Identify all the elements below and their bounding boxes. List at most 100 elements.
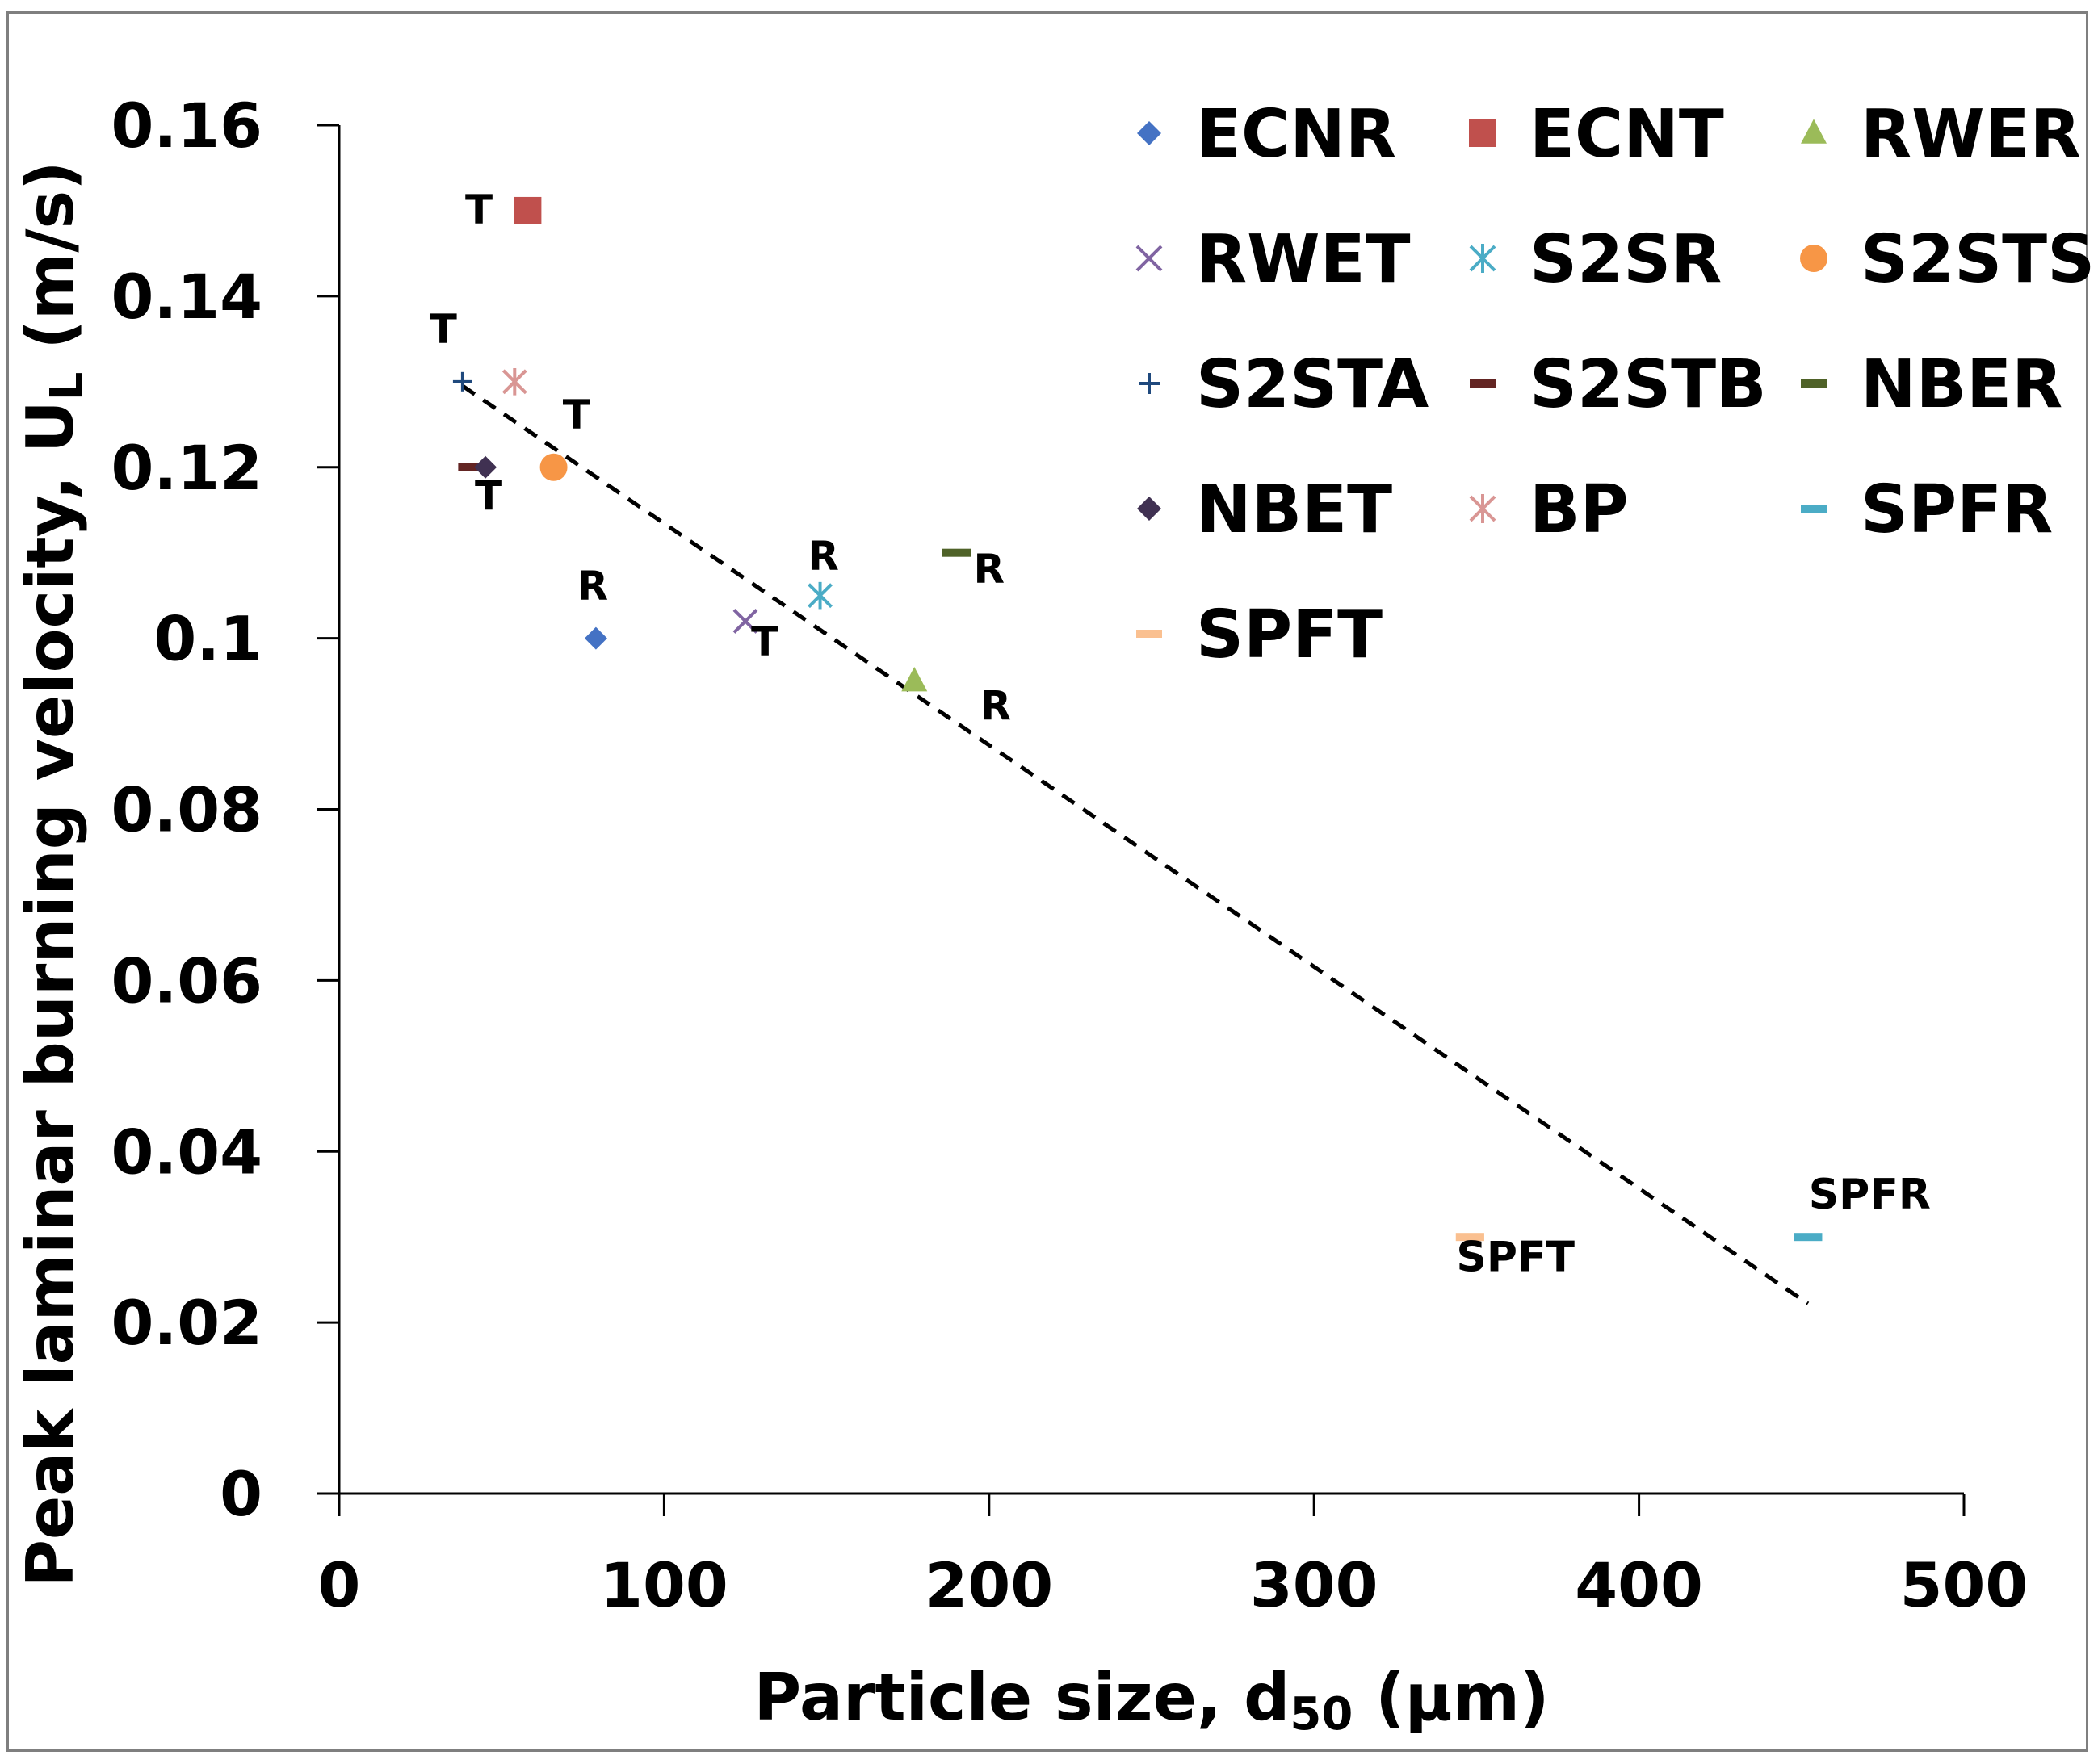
x-axis-title: Particle size, d50 (µm) (753, 1660, 1549, 1741)
legend-label-s2sr: S2SR (1529, 221, 1722, 298)
marker-s2sta (452, 371, 472, 392)
legend-marker-bp (1469, 494, 1496, 523)
x-tick-label: 0 (318, 1549, 361, 1621)
diamond-shape (474, 455, 497, 479)
marker-spft (1455, 1233, 1484, 1242)
tick-labels: 0 0.02 0.04 0.06 0.08 0.1 0.12 0.14 0.16 0 100 200 3… (111, 90, 2028, 1621)
legend-label-s2sts: S2STS (1861, 221, 2095, 298)
dash-shape (942, 548, 971, 557)
dash-shape (1801, 379, 1827, 388)
y-tick-label: 0.08 (111, 774, 262, 846)
marker-nber (942, 548, 971, 557)
legend-label-s2sta: S2STA (1196, 346, 1429, 423)
x-stroke (1135, 245, 1163, 272)
legend-label-rwer: RWER (1861, 96, 2081, 173)
point-label-t: T (465, 186, 493, 233)
circle-shape (1800, 245, 1827, 272)
marker-rwer (901, 666, 928, 692)
x-axis-title-main: Particle size, d (753, 1660, 1290, 1735)
legend-marker-nber (1801, 379, 1827, 388)
x-tick-label: 200 (925, 1549, 1053, 1621)
point-label-r: R (980, 682, 1012, 729)
legend-marker-ecnr (1137, 121, 1161, 145)
legend-marker-s2sr (1469, 244, 1496, 273)
y-tick-label: 0.1 (153, 603, 262, 675)
legend-marker-s2stb (1470, 379, 1496, 388)
marker-ecnr (584, 626, 607, 650)
point-label-t: T (430, 306, 457, 353)
legend-label-nber: NBER (1861, 346, 2062, 423)
point-label-t: T (475, 473, 502, 520)
legend: ECNR ECNT RWER RWET S2SR S2STS S2STA S2STB NBER N… (1135, 96, 2095, 673)
point-label-r: R (974, 546, 1005, 593)
triangle-shape (1801, 119, 1827, 144)
dash-shape (1794, 1233, 1823, 1242)
point-label-r: R (577, 563, 609, 610)
point-label-t: T (563, 392, 590, 438)
square-shape (1469, 119, 1496, 147)
legend-marker-nbet (1137, 497, 1161, 521)
legend-label-bp: BP (1529, 471, 1629, 548)
y-tick-label: 0.02 (111, 1287, 262, 1359)
x-stroke (732, 609, 758, 634)
y-tick-label: 0 (220, 1458, 262, 1530)
dash-shape (1470, 379, 1496, 388)
y-tick-label: 0.06 (111, 945, 262, 1016)
legend-label-rwet: RWET (1196, 221, 1411, 298)
y-axis-title-sub: L (41, 371, 94, 400)
dash-shape (1136, 630, 1162, 638)
y-axis-title-tail: (m/s) (13, 161, 88, 371)
x-tick-label: 300 (1250, 1549, 1378, 1621)
axes (338, 125, 1964, 1495)
y-tick-label: 0.12 (111, 432, 262, 504)
marker-s2sr (808, 581, 833, 610)
x-tick-label: 100 (600, 1549, 728, 1621)
marker-ecnt (514, 196, 542, 224)
marker-bp (501, 368, 527, 396)
legend-label-spfr: SPFR (1861, 471, 2053, 548)
point-label-r: R (808, 533, 839, 580)
chart-frame (6, 11, 2088, 1752)
legend-marker-rwer (1801, 119, 1827, 144)
circle-shape (539, 453, 568, 481)
legend-marker-rwet (1135, 245, 1163, 272)
marker-nbet (474, 455, 497, 479)
square-shape (514, 196, 542, 224)
legend-marker-ecnt (1469, 119, 1496, 147)
legend-label-spft: SPFT (1196, 597, 1383, 673)
dash-shape (458, 463, 487, 471)
trendline (461, 384, 1810, 1305)
marker-rwet (732, 609, 758, 634)
legend-label-ecnt: ECNT (1529, 96, 1724, 173)
x-tick-label: 400 (1575, 1549, 1703, 1621)
y-tick-label: 0.04 (111, 1116, 262, 1188)
legend-marker-spfr (1801, 505, 1827, 513)
y-axis-title: Peak laminar burning velocity, UL (m/s) (13, 161, 94, 1586)
data-markers (452, 196, 1823, 1242)
dash-shape (1455, 1233, 1484, 1242)
tick-marks (317, 124, 1966, 1516)
x-axis-title-tail: (µm) (1353, 1660, 1549, 1735)
y-tick-label: 0.14 (111, 261, 262, 333)
point-label-spft: SPFT (1456, 1234, 1575, 1282)
legend-label-nbet: NBET (1196, 471, 1392, 548)
legend-label-s2stb: S2STB (1529, 346, 1767, 423)
trendline-layer (461, 384, 1810, 1305)
x-axis-title-sub: 50 (1290, 1688, 1353, 1741)
x-tick-label: 500 (1900, 1549, 2029, 1621)
y-tick-label: 0.16 (111, 90, 262, 161)
y-axis-title-main: Peak laminar burning velocity, U (13, 400, 88, 1587)
legend-marker-s2sta (1139, 373, 1160, 394)
marker-s2sts (539, 453, 568, 481)
legend-marker-spft (1136, 630, 1162, 638)
marker-spfr (1794, 1233, 1823, 1242)
triangle-shape (901, 666, 928, 692)
diamond-shape (1137, 497, 1161, 521)
legend-marker-s2sts (1800, 245, 1827, 272)
marker-s2stb (458, 463, 487, 471)
diamond-shape (1137, 121, 1161, 145)
point-label-t: T (751, 618, 778, 665)
dash-shape (1801, 505, 1827, 513)
